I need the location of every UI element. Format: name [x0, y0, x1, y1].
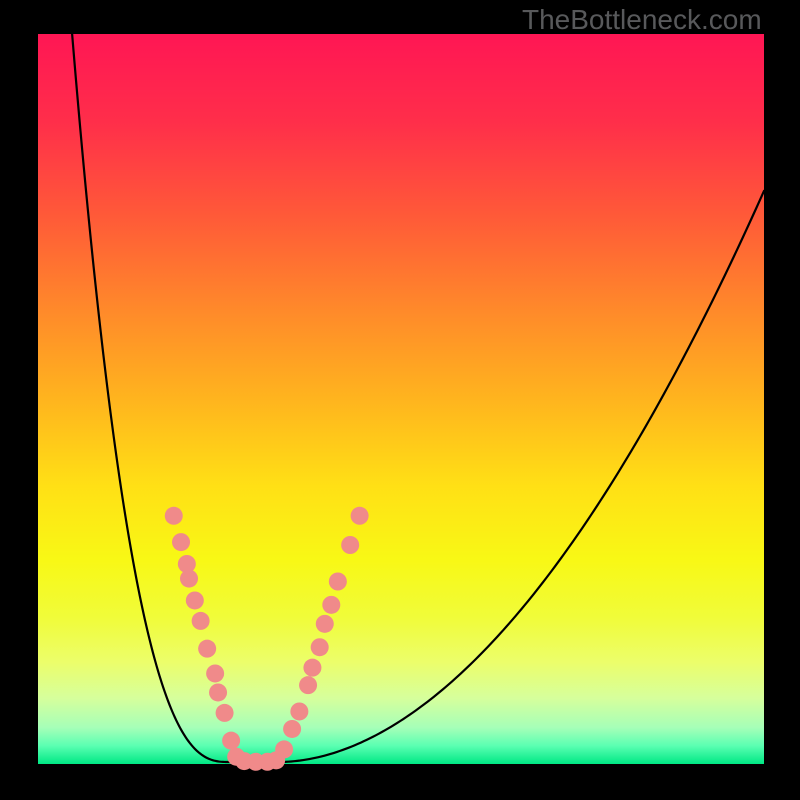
data-marker [216, 704, 234, 722]
data-marker [299, 676, 317, 694]
data-marker [180, 570, 198, 588]
chart-overlay [38, 34, 764, 764]
data-marker [206, 664, 224, 682]
data-marker [275, 740, 293, 758]
data-marker [351, 507, 369, 525]
data-marker [322, 596, 340, 614]
marker-group [165, 507, 369, 771]
plot-area [38, 34, 764, 764]
data-marker [311, 638, 329, 656]
data-marker [329, 573, 347, 591]
data-marker [290, 702, 308, 720]
data-marker [209, 683, 227, 701]
data-marker [165, 507, 183, 525]
watermark-text: TheBottleneck.com [522, 4, 762, 36]
data-marker [198, 640, 216, 658]
data-marker [303, 659, 321, 677]
data-marker [222, 732, 240, 750]
data-marker [186, 591, 204, 609]
data-marker [172, 533, 190, 551]
bottleneck-curve [72, 34, 764, 762]
data-marker [283, 720, 301, 738]
data-marker [341, 536, 359, 554]
chart-canvas: TheBottleneck.com [0, 0, 800, 800]
data-marker [192, 612, 210, 630]
data-marker [316, 615, 334, 633]
